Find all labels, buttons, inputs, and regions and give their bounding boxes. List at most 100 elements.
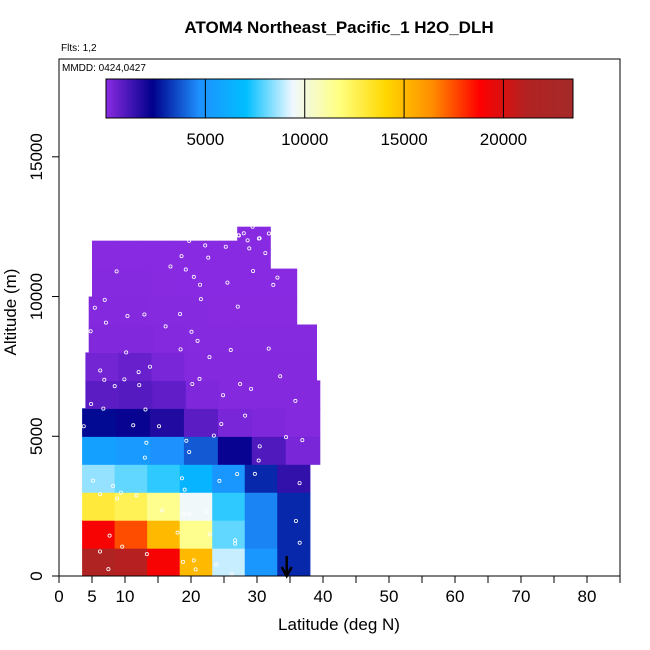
heatmap-cell (217, 408, 253, 437)
heatmap-cell (244, 492, 278, 521)
sample-point (102, 297, 107, 302)
sample-point (122, 377, 127, 382)
colorbar-tick-label: 20000 (480, 130, 527, 149)
sample-point (182, 487, 187, 492)
heatmap-cell (85, 352, 119, 381)
heatmap-cell (212, 548, 246, 576)
heatmap-cell (253, 226, 271, 242)
sample-point (278, 374, 283, 379)
sample-point (184, 438, 189, 443)
sample-point (187, 449, 192, 454)
sample-point (203, 243, 208, 248)
sample-point (247, 246, 252, 251)
heatmap-cell (121, 324, 155, 354)
sample-point (134, 493, 139, 498)
chart-title: ATOM4 Northeast_Pacific_1 H2O_DLH (184, 18, 493, 37)
sample-point (190, 381, 195, 386)
sample-point (228, 348, 233, 353)
sample-point (235, 304, 240, 309)
heatmap-cell (82, 408, 117, 437)
sample-point (144, 440, 149, 445)
heatmap-cell (117, 240, 144, 270)
sample-point (98, 368, 103, 373)
heatmap-cell (251, 408, 287, 437)
heatmap-cell (217, 436, 253, 465)
heatmap-cell (152, 380, 187, 409)
heatmap-cell (114, 520, 148, 549)
heatmap-cell (179, 492, 213, 521)
sample-point (89, 402, 94, 407)
sample-point (297, 481, 302, 486)
sample-point (147, 364, 152, 369)
heatmap-cell (116, 436, 151, 465)
y-tick-label: 15000 (27, 133, 46, 180)
sample-point (103, 320, 108, 325)
sample-point (115, 496, 120, 501)
heatmap-cell (252, 380, 287, 409)
sample-point (221, 393, 226, 398)
sample-point (297, 540, 302, 545)
sample-point (183, 267, 188, 272)
colorbar-ticks: 5000 10000 15000 20000 (186, 79, 527, 149)
heatmap-cell (219, 240, 246, 270)
heatmap-cell (212, 492, 246, 521)
sample-point (118, 490, 123, 495)
heatmap-cell (207, 296, 238, 326)
sample-point (233, 538, 238, 543)
heatmap-cell (286, 380, 321, 409)
sample-point (191, 274, 196, 279)
sample-point (160, 508, 165, 513)
heatmap-cell (283, 324, 317, 354)
heatmap-cell (116, 408, 151, 437)
sample-point (256, 458, 261, 463)
heatmap-cell (277, 464, 311, 493)
sample-point (142, 455, 147, 460)
y-tick-label: 0 (27, 571, 46, 580)
plot-frame (58, 58, 621, 577)
sample-point (266, 346, 271, 351)
sample-point (143, 407, 148, 412)
sample-point (189, 329, 194, 334)
x-axis-label: Latitude (deg N) (278, 615, 400, 634)
sample-point (101, 406, 106, 411)
x-tick-label: 30 (248, 587, 267, 606)
heatmap-cell (285, 408, 321, 437)
heatmap (82, 226, 321, 576)
sample-point (219, 421, 224, 426)
x-tick-label: 40 (314, 587, 333, 606)
heatmap-cell (251, 324, 285, 354)
sample-point (98, 492, 103, 497)
sample-point (106, 567, 111, 572)
sample-points (81, 224, 305, 576)
heatmap-cell (114, 464, 148, 493)
heatmap-cell (217, 352, 251, 381)
sample-point (125, 313, 130, 318)
y-tick-label: 10000 (27, 273, 46, 320)
sample-point (107, 533, 112, 538)
sample-point (156, 424, 161, 429)
sample-point (97, 549, 102, 554)
sample-point (300, 438, 305, 443)
heatmap-cell (277, 492, 311, 521)
sample-point (249, 386, 254, 391)
heatmap-cell (118, 352, 152, 381)
sample-point (207, 355, 212, 360)
heatmap-cell (147, 548, 181, 576)
heatmap-cell (148, 296, 179, 326)
heatmap-cell (285, 436, 321, 465)
heatmap-cell (82, 492, 116, 521)
sample-point (187, 238, 192, 243)
y-axis: 0 5000 10000 15000 (27, 133, 59, 581)
colorbar-tick-label: 5000 (186, 130, 224, 149)
sample-point (193, 567, 198, 572)
sample-point (178, 311, 183, 316)
sample-point (178, 347, 183, 352)
heatmap-cell (266, 296, 298, 326)
heatmap-cell (150, 268, 181, 298)
sample-point (137, 383, 142, 388)
x-tick-label: 80 (578, 587, 597, 606)
heatmap-cell (142, 240, 169, 270)
heatmap-cell (149, 436, 185, 465)
heatmap-cell (212, 520, 246, 549)
